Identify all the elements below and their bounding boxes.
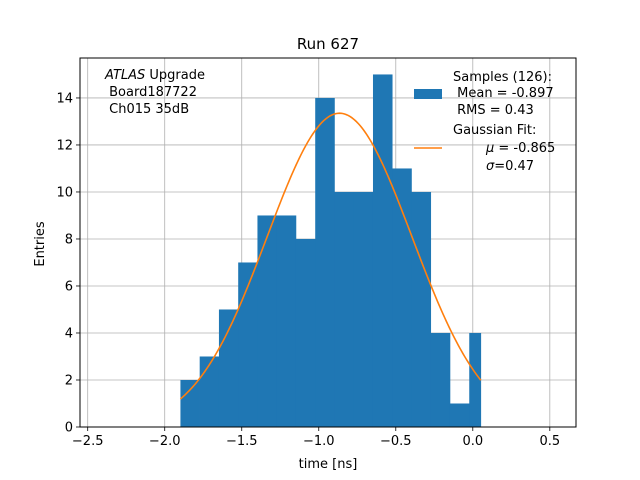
y-tick-label: 12: [56, 138, 73, 153]
plot-frame: [79, 57, 577, 428]
legend-samples-line2: Mean = -0.897: [453, 86, 554, 101]
x-tick-label: −2.0: [149, 434, 181, 449]
histogram-bar: [372, 74, 393, 427]
histogram-bar: [353, 191, 374, 427]
histogram-bar: [411, 191, 432, 427]
histogram-bar: [334, 191, 355, 427]
y-tick-label: 6: [65, 279, 73, 294]
gaussian-fit-curve: [179, 112, 482, 400]
svg-text:ATLAS Upgrade: ATLAS Upgrade: [104, 68, 205, 83]
legend-fit-sigma-value: =0.47: [494, 159, 534, 174]
y-axis-ticks: 0 2 4 6 8 10 12 14: [56, 91, 80, 436]
info-annotation: ATLAS Upgrade Board187722 Ch015 35dB: [104, 68, 205, 117]
gaussian-fit: [179, 112, 482, 400]
histogram-bar: [469, 332, 482, 427]
histogram-bar: [238, 262, 258, 427]
info-atlas: ATLAS: [104, 68, 145, 83]
legend: Samples (126): Mean = -0.897 RMS = 0.43 …: [414, 70, 576, 174]
y-tick-label: 10: [56, 185, 73, 200]
y-tick-label: 4: [65, 326, 73, 341]
x-axis-label: time [ns]: [299, 457, 358, 472]
histogram-bar: [218, 309, 239, 427]
histogram-bar: [180, 379, 200, 427]
info-board: Board187722: [105, 85, 197, 100]
x-tick-label: −0.5: [380, 434, 412, 449]
info-upgrade: Upgrade: [145, 68, 205, 83]
x-tick-label: 0.5: [539, 434, 560, 449]
x-tick-label: −1.0: [303, 434, 335, 449]
histogram-bar: [199, 356, 220, 427]
legend-samples-line3: RMS = 0.43: [453, 103, 534, 118]
histogram-bar: [449, 403, 470, 427]
x-tick-label: 0.0: [462, 434, 483, 449]
legend-samples-line1: Samples (126):: [453, 70, 552, 85]
svg-text:μ = -0.865: μ = -0.865: [457, 141, 576, 156]
histogram-bar: [430, 332, 451, 427]
histogram-bar: [257, 215, 278, 427]
legend-samples-swatch: [414, 89, 442, 99]
y-tick-label: 2: [65, 373, 73, 388]
info-channel: Ch015 35dB: [105, 102, 189, 117]
histogram-bar: [276, 215, 297, 427]
y-tick-label: 0: [65, 421, 73, 436]
y-tick-label: 14: [56, 91, 73, 106]
histogram-bar: [295, 238, 316, 427]
x-tick-label: −1.5: [226, 434, 258, 449]
histogram-bar: [315, 97, 335, 427]
x-axis-ticks: −2.5 −2.0 −1.5 −1.0 −0.5 0.0 0.5: [72, 427, 560, 449]
legend-fit-mu-value: = -0.865: [494, 141, 555, 156]
svg-text:σ=0.47: σ=0.47: [457, 159, 555, 174]
legend-fit-sigma-symbol: σ: [486, 159, 495, 174]
y-axis-label: Entries: [33, 221, 48, 267]
chart-title: Run 627: [297, 35, 359, 53]
histogram-bar: [392, 168, 412, 427]
x-tick-label: −2.5: [72, 434, 104, 449]
legend-fit-mu-symbol: μ: [485, 141, 494, 156]
y-tick-label: 8: [65, 232, 73, 247]
legend-fit-line1: Gaussian Fit:: [453, 123, 536, 138]
